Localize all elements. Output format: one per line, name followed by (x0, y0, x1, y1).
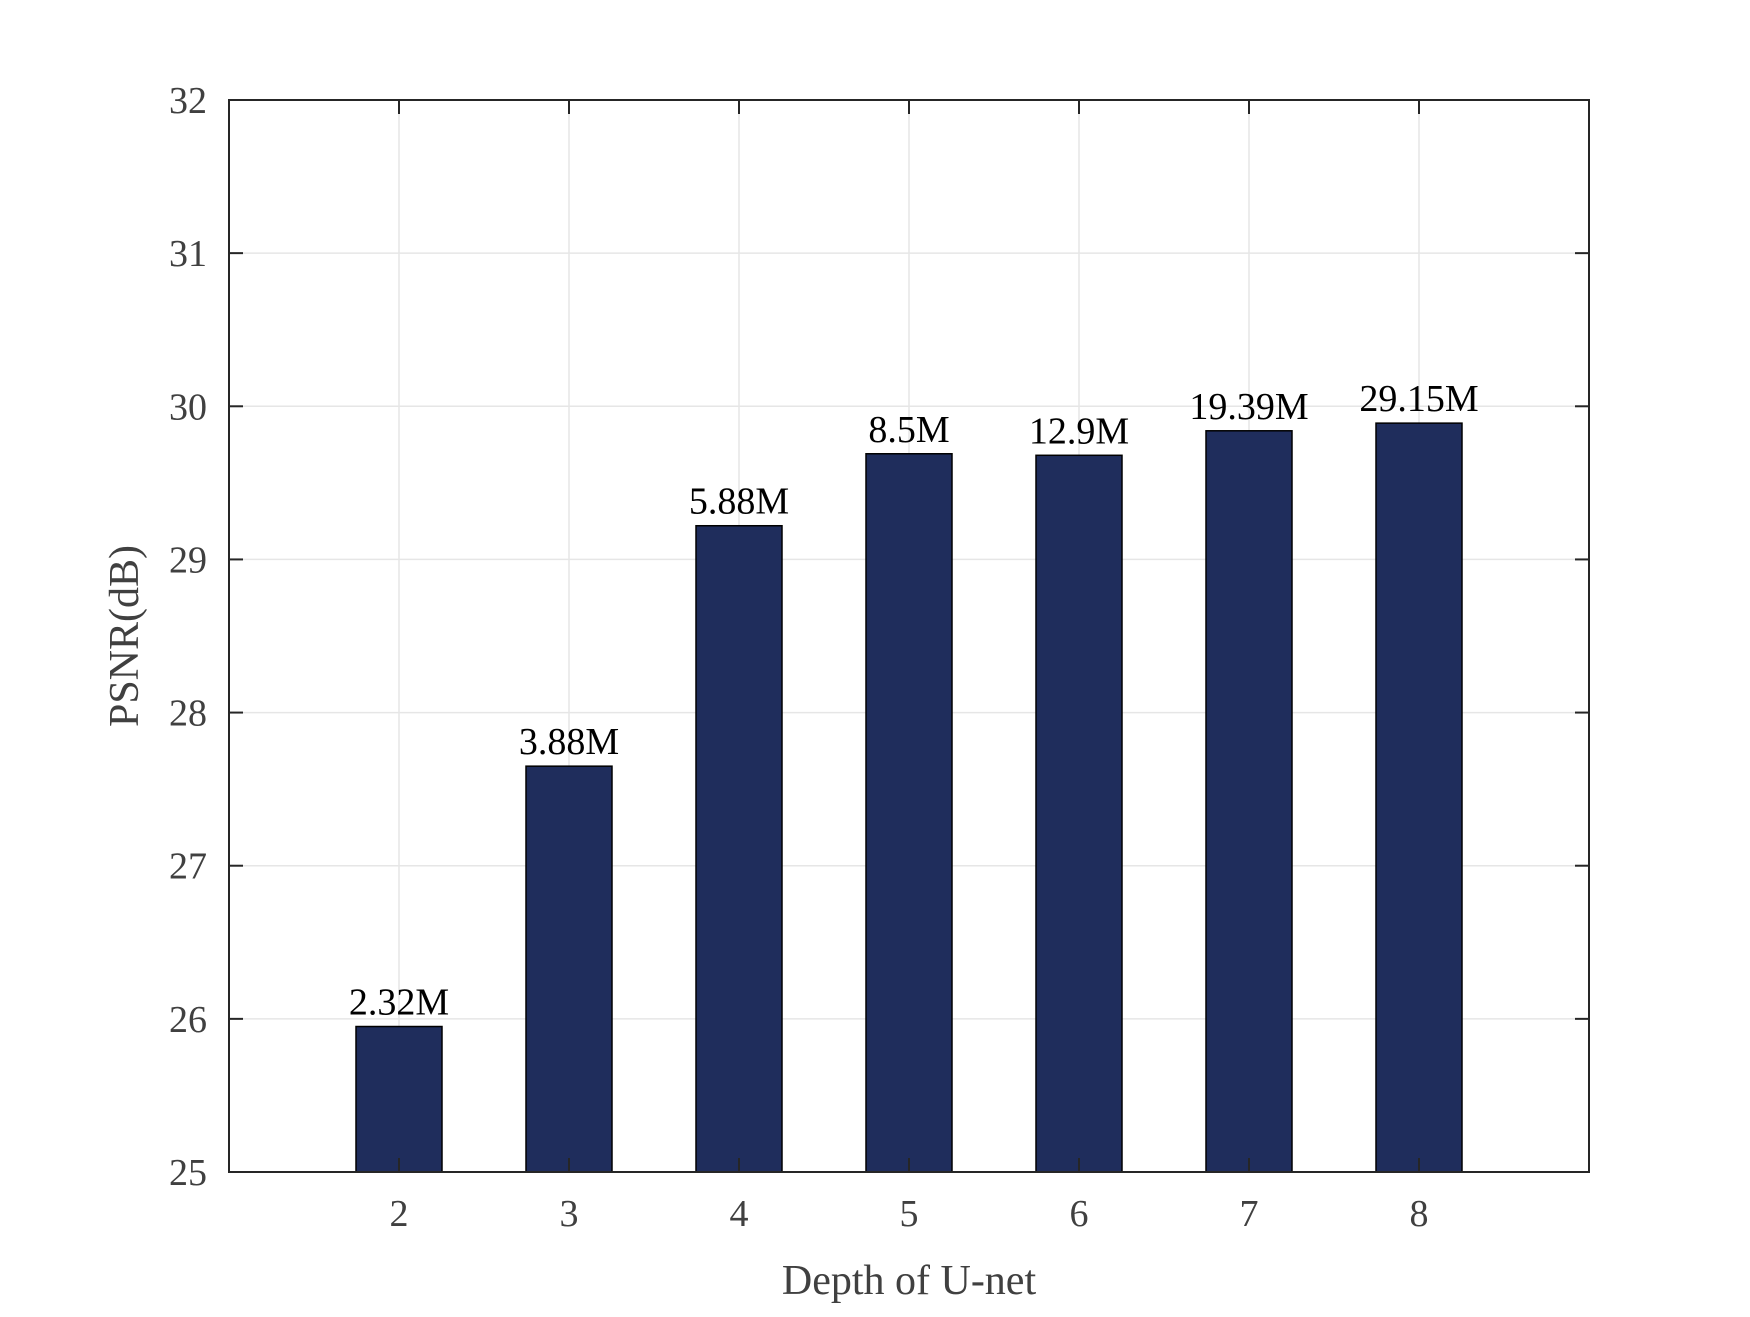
x-tick-label: 4 (730, 1193, 749, 1235)
x-tick-label: 5 (900, 1193, 919, 1235)
x-axis-title: Depth of U-net (782, 1258, 1037, 1304)
bar (695, 524, 783, 1173)
bar (355, 1025, 443, 1173)
bar (865, 453, 953, 1173)
tick-labels: 2 3 4 5 6 7 8 25 26 27 28 29 30 31 32 (169, 80, 1429, 1235)
x-tick-label: 8 (1410, 1193, 1429, 1235)
y-tick-label: 27 (169, 846, 207, 888)
y-tick-label: 29 (169, 539, 207, 581)
bar (1035, 454, 1123, 1173)
y-tick-label: 32 (169, 80, 207, 122)
bar (1375, 422, 1463, 1173)
bar-value-label: 2.32M (349, 982, 449, 1024)
bar-value-label: 29.15M (1359, 378, 1478, 420)
x-tick-label: 6 (1070, 1193, 1089, 1235)
x-tick-label: 7 (1240, 1193, 1259, 1235)
y-tick-label: 31 (169, 233, 207, 275)
axis-ticks (229, 99, 1589, 1173)
x-tick-label: 2 (390, 1193, 409, 1235)
bar-value-label: 19.39M (1189, 386, 1308, 428)
bar-value-label: 8.5M (868, 409, 949, 451)
bar-value-label: 3.88M (519, 721, 619, 763)
bar (1205, 430, 1293, 1173)
y-tick-label: 28 (169, 693, 207, 735)
y-tick-label: 25 (169, 1152, 207, 1194)
y-tick-label: 26 (169, 999, 207, 1041)
x-tick-label: 3 (560, 1193, 579, 1235)
bars (355, 422, 1463, 1173)
y-tick-label: 30 (169, 386, 207, 428)
y-axis-title: PSNR(dB) (102, 545, 148, 727)
bar (525, 765, 613, 1173)
bar-value-labels: 2.32M 3.88M 5.88M 8.5M 12.9M 19.39M 29.15M (349, 378, 1479, 1023)
bar-value-label: 5.88M (689, 481, 789, 523)
bar-value-label: 12.9M (1029, 410, 1129, 452)
